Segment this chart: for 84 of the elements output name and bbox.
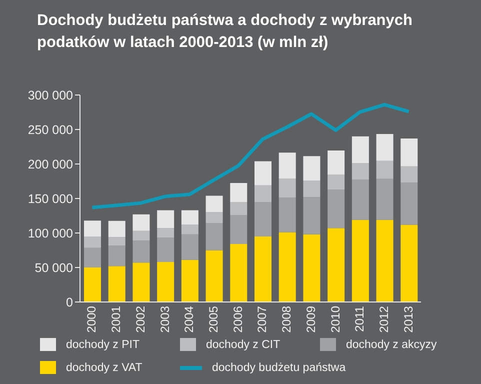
- bar: [278, 198, 296, 232]
- bar: [132, 230, 150, 241]
- bar: [400, 166, 418, 183]
- bar: [84, 268, 101, 302]
- bar: [254, 185, 272, 202]
- bar: [206, 196, 223, 212]
- bar: [303, 156, 320, 181]
- y-tick-label: 250 000: [28, 122, 74, 137]
- bar: [157, 262, 174, 302]
- y-tick-label: 50 000: [34, 260, 74, 275]
- bar: [132, 262, 150, 302]
- bar: [206, 222, 223, 250]
- bar: [278, 152, 296, 178]
- bar: [108, 237, 126, 246]
- chart-title: Dochody budżetu państwa a dochody z wybranych podatków w latach 2000-2013 (w mln zł): [37, 11, 414, 53]
- bar: [157, 210, 174, 228]
- line-series: [90, 102, 411, 210]
- bar: [181, 260, 198, 302]
- x-tick-label: 2001: [109, 306, 124, 333]
- bar: [84, 220, 101, 237]
- x-tick-label: 2012: [376, 306, 391, 333]
- y-tick-label: 200 000: [28, 157, 74, 172]
- bar: [230, 244, 248, 302]
- x-tick-label: 2004: [182, 306, 196, 333]
- bar: [84, 236, 101, 248]
- y-tick-label: 300 000: [28, 88, 74, 102]
- x-tick-label: 2006: [230, 306, 245, 333]
- bar: [254, 202, 272, 236]
- bar: [352, 136, 369, 163]
- bar: [157, 237, 174, 262]
- bar: [352, 162, 369, 180]
- x-tick-label: 2009: [304, 306, 318, 333]
- bar: [132, 240, 150, 263]
- bar: [230, 202, 248, 216]
- bar: [206, 250, 223, 302]
- bar: [230, 215, 248, 244]
- bar: [376, 134, 394, 161]
- x-tick-label: 2010: [328, 306, 342, 333]
- bar: [352, 220, 369, 302]
- bar: [352, 180, 369, 220]
- bar: [181, 210, 198, 225]
- bar: [303, 180, 320, 198]
- legend-label: dochody z akcyzy: [346, 338, 437, 350]
- bar: [108, 266, 126, 302]
- bar: [206, 212, 223, 223]
- y-tick-label: 0: [66, 295, 74, 310]
- bar: [400, 224, 418, 302]
- x-tick-label: 2008: [280, 306, 294, 333]
- x-tick-label: 2000: [84, 306, 99, 333]
- x-tick-label: 2002: [133, 306, 148, 333]
- bar: [254, 236, 272, 302]
- bar: [328, 190, 345, 228]
- bar: [303, 197, 320, 234]
- x-tick-label: 2005: [206, 306, 220, 333]
- legend-label: dochody budżetu państwa: [212, 362, 346, 374]
- bar: [132, 214, 150, 231]
- y-tick-label: 150 000: [28, 192, 74, 206]
- bar: [278, 232, 296, 302]
- legend-label: dochody z CIT: [206, 338, 280, 350]
- bar: [230, 182, 248, 202]
- bar: [181, 234, 198, 260]
- bar: [400, 182, 418, 225]
- x-tick-label: 2011: [352, 306, 367, 332]
- legend-label: dochody z PIT: [66, 338, 140, 350]
- legend-label: dochody z VAT: [66, 362, 142, 374]
- bar: [108, 220, 126, 238]
- bar: [328, 150, 345, 175]
- bar: [108, 246, 126, 266]
- x-tick-label: 2013: [401, 306, 416, 333]
- bar: [328, 174, 345, 190]
- bar: [84, 248, 101, 268]
- bar: [376, 178, 394, 220]
- x-tick-label: 2007: [255, 306, 270, 333]
- bar: [157, 228, 174, 238]
- bar: [328, 228, 345, 302]
- bar: [278, 178, 296, 198]
- x-tick-label: 2003: [158, 306, 172, 333]
- bar: [400, 138, 418, 166]
- bar: [303, 234, 320, 302]
- bar: [376, 160, 394, 179]
- y-tick-label: 100 000: [28, 226, 74, 240]
- bar: [254, 161, 272, 186]
- bar: [181, 224, 198, 234]
- bar: [376, 220, 394, 302]
